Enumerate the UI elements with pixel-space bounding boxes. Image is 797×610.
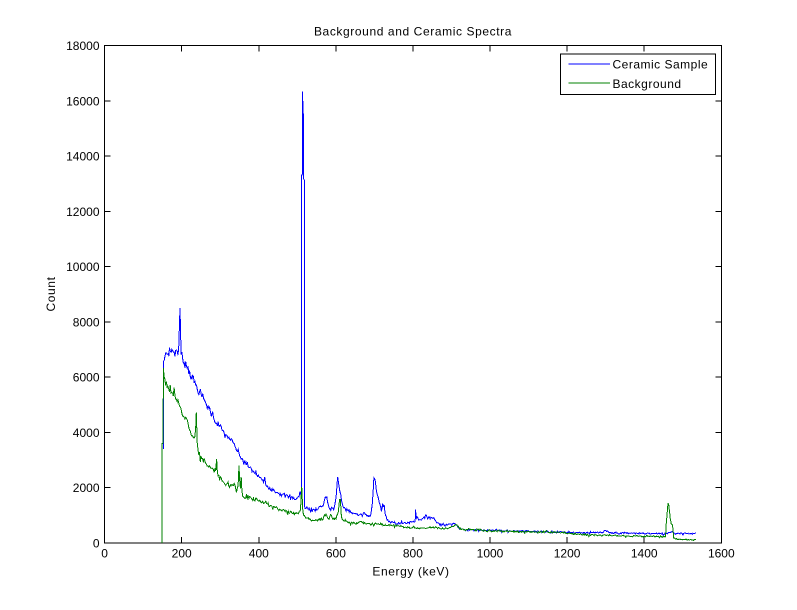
svg-text:600: 600 <box>326 547 346 561</box>
svg-text:12000: 12000 <box>66 205 100 219</box>
svg-text:10000: 10000 <box>66 260 100 274</box>
svg-text:1200: 1200 <box>554 547 581 561</box>
svg-text:4000: 4000 <box>73 426 100 440</box>
svg-text:200: 200 <box>172 547 192 561</box>
svg-text:1000: 1000 <box>477 547 504 561</box>
svg-text:0: 0 <box>93 537 100 551</box>
svg-text:18000: 18000 <box>66 39 100 53</box>
svg-text:8000: 8000 <box>73 316 100 330</box>
svg-text:800: 800 <box>403 547 423 561</box>
svg-text:400: 400 <box>249 547 269 561</box>
svg-text:Ceramic Sample: Ceramic Sample <box>613 58 709 72</box>
svg-text:Background: Background <box>613 77 682 91</box>
svg-text:2000: 2000 <box>73 481 100 495</box>
svg-text:1400: 1400 <box>631 547 658 561</box>
svg-text:6000: 6000 <box>73 371 100 385</box>
svg-text:0: 0 <box>101 547 108 561</box>
svg-text:14000: 14000 <box>66 150 100 164</box>
svg-text:Background and Ceramic Spectra: Background and Ceramic Spectra <box>314 25 512 39</box>
svg-text:1600: 1600 <box>708 547 735 561</box>
svg-text:16000: 16000 <box>66 95 100 109</box>
svg-text:Count: Count <box>44 276 58 311</box>
svg-text:Energy (keV): Energy (keV) <box>372 565 449 579</box>
